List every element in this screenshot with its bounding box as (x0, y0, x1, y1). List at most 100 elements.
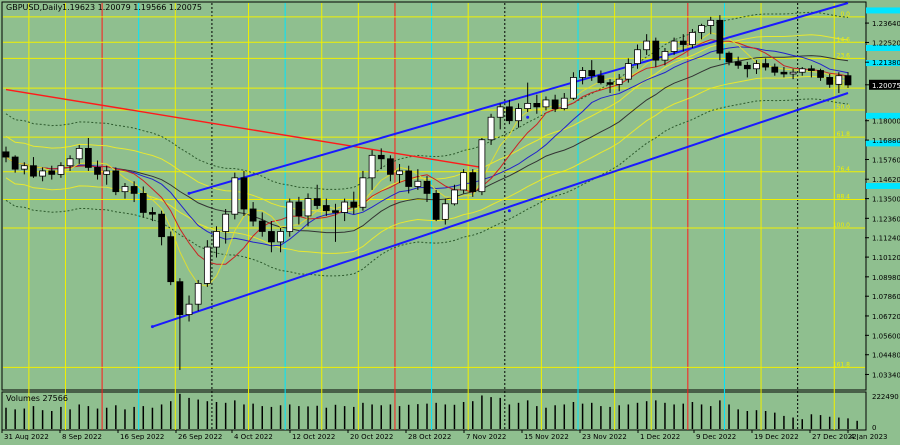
candle-body (588, 70, 596, 77)
candle-body (103, 170, 111, 175)
resistance-trendline (5, 88, 483, 169)
candle-body (478, 139, 486, 193)
channel-upper (188, 2, 849, 195)
volumes-label: Volumes 27566 (6, 394, 68, 403)
candle-body (725, 52, 733, 63)
candle-body (167, 236, 175, 283)
candle-body (826, 77, 834, 85)
candle-body (185, 303, 193, 315)
volume-max-label: 222490 (872, 393, 899, 401)
candle-body (844, 75, 852, 86)
channel-anchor (526, 115, 530, 119)
candle-body (268, 231, 275, 243)
candle-body (11, 156, 19, 170)
candle-body (368, 154, 376, 179)
candle-body (789, 71, 797, 75)
fib-level-label: 38.2 (837, 82, 851, 89)
cyan-zone-marker (866, 112, 900, 119)
candle-body (533, 102, 541, 108)
time-tick-label: 20 Oct 2022 (350, 433, 393, 440)
candle-body (808, 68, 815, 71)
candle-body (679, 40, 687, 45)
price-tick-label: 1.16880 (872, 137, 900, 145)
channel-lower (152, 92, 849, 328)
fib-level-label: 76.4 (837, 166, 851, 173)
candle-body (780, 71, 788, 75)
price-tick-label: 1.05600 (872, 332, 900, 340)
candle-body (304, 198, 312, 217)
candle-body (277, 231, 284, 243)
channel-anchor (507, 209, 511, 213)
moving-average-8 (5, 39, 849, 265)
trend-channel (5, 2, 849, 329)
candle-body (176, 281, 184, 315)
candle-body (441, 203, 449, 220)
symbol-header: GBPUSD,Daily (6, 3, 63, 12)
cyan-zone-marker (866, 182, 900, 189)
candle-body (377, 154, 385, 160)
candle-body (57, 165, 65, 175)
fib-level-label: 23.6 (837, 52, 851, 59)
candle-body (359, 177, 367, 208)
price-tick-label: 1.03340 (872, 371, 900, 379)
candle-body (203, 246, 211, 284)
candle-body (231, 177, 239, 215)
candle-body (835, 75, 843, 85)
time-tick-label: 8 Sep 2022 (62, 433, 102, 440)
current-price-marker (869, 79, 900, 90)
candle-body (762, 63, 770, 68)
candle-body (542, 99, 550, 108)
candle-body (432, 193, 440, 220)
fib-level-label: 61.8 (837, 131, 851, 138)
price-tick-label: 1.22520 (872, 39, 900, 47)
candle-body (130, 186, 138, 194)
candle-body (634, 49, 641, 64)
candle-body (387, 158, 394, 175)
candle-body (597, 75, 605, 84)
candle-body (652, 40, 660, 61)
candle-body (94, 167, 101, 175)
time-tick-label: 1 Dec 2022 (640, 433, 680, 440)
volume-bars: 222490 0 (5, 393, 899, 432)
candle-body (75, 147, 83, 160)
candle-body (487, 116, 495, 141)
fib-level-label: 161.8 (833, 361, 850, 368)
candle-body (505, 106, 513, 122)
candle-body (350, 201, 358, 208)
candle-body (39, 170, 46, 177)
price-tick-label: 1.11240 (872, 235, 900, 243)
candle-body (240, 177, 248, 210)
candle-body (149, 212, 156, 215)
candle-body (341, 201, 349, 213)
candle-body (295, 201, 303, 217)
fib-level-label: 0.0 (840, 11, 850, 18)
candle-body (158, 213, 165, 238)
candle-body (423, 180, 431, 194)
candle-body (579, 70, 586, 78)
fib-level-label: 88.4 (837, 193, 851, 200)
time-axis: 31 Aug 2022 8 Sep 2022 16 Sep 2022 26 Sep 2… (1, 430, 888, 441)
time-tick-label: 26 Sep 2022 (178, 433, 222, 440)
candle-body (817, 70, 824, 78)
time-tick-label: 28 Oct 2022 (408, 433, 451, 440)
price-tick-label: 1.13500 (872, 196, 900, 204)
price-tick-label: 1.21380 (872, 59, 900, 67)
time-tick-label: 9 Dec 2022 (696, 433, 736, 440)
candle-body (469, 172, 477, 193)
cyan-zone-marker (866, 140, 900, 147)
candle-body (643, 40, 651, 51)
candle-body (313, 198, 321, 206)
candle-body (515, 108, 522, 122)
bollinger-lower (5, 98, 849, 277)
price-tick-label: 1.07860 (872, 293, 900, 301)
candle-body (396, 170, 403, 175)
candle-body (222, 213, 230, 232)
candle-body (258, 220, 266, 232)
candle-body (716, 19, 724, 54)
candle-body (615, 78, 623, 85)
time-tick-label: 4 Oct 2022 (234, 433, 273, 440)
candle-body (121, 186, 129, 193)
bollinger-upper (5, 11, 849, 190)
time-tick-label: 4 Jan 2023 (850, 433, 888, 440)
